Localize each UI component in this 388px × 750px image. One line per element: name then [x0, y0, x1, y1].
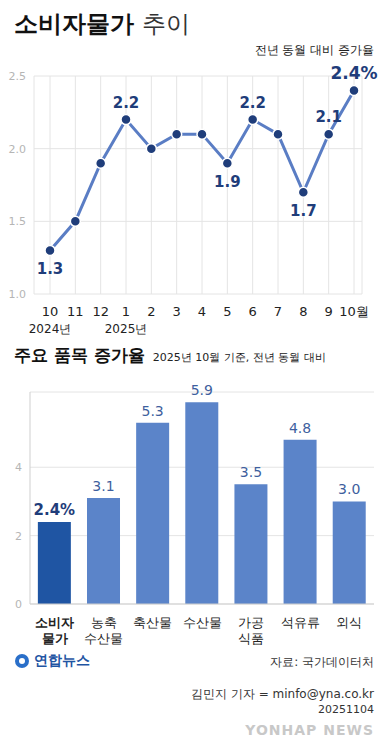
svg-text:1.5: 1.5	[9, 215, 27, 228]
svg-text:농축: 농축	[91, 615, 117, 630]
svg-text:1.9: 1.9	[214, 173, 241, 191]
svg-text:2.1: 2.1	[315, 108, 342, 126]
html-text:김민지 기자 = minfo@yna.co.kr: 김민지 기자 = minfo@yna.co.kr	[191, 687, 374, 701]
html-text:연합뉴스: 연합뉴스	[34, 652, 90, 668]
svg-text:2: 2	[147, 304, 155, 319]
svg-text:5: 5	[223, 304, 231, 319]
svg-text:축산물: 축산물	[133, 615, 172, 630]
svg-text:3.5: 3.5	[240, 464, 262, 480]
svg-text:수산물: 수산물	[183, 615, 222, 630]
svg-text:2.5: 2.5	[9, 70, 27, 83]
svg-text:11: 11	[67, 304, 84, 319]
svg-text:2.2: 2.2	[113, 94, 140, 112]
svg-text:10: 10	[42, 304, 59, 319]
svg-text:12: 12	[92, 304, 109, 319]
html-text:주요 품목 증가율: 주요 품목 증가율	[14, 345, 145, 365]
svg-text:1.7: 1.7	[290, 202, 317, 220]
svg-text:1: 1	[122, 304, 130, 319]
svg-text:8: 8	[299, 304, 307, 319]
svg-text:0: 0	[15, 598, 22, 611]
html-text:YONHAP NEWS: YONHAP NEWS	[245, 722, 374, 738]
svg-text:1.3: 1.3	[37, 260, 64, 278]
svg-text:6: 6	[249, 304, 257, 319]
svg-text:3: 3	[173, 304, 181, 319]
html-text:2025년 10월 기준, 전년 동월 대비: 2025년 10월 기준, 전년 동월 대비	[152, 351, 326, 364]
svg-text:2025년: 2025년	[105, 322, 148, 336]
html-text:전년 동월 대비 증가율: 전년 동월 대비 증가율	[254, 43, 374, 57]
svg-text:식품: 식품	[238, 631, 264, 646]
svg-text:2024년: 2024년	[29, 322, 72, 336]
svg-text:10월: 10월	[339, 304, 369, 319]
svg-text:석유류: 석유류	[281, 615, 320, 630]
svg-text:4: 4	[15, 461, 22, 474]
svg-text:5.9: 5.9	[191, 382, 213, 398]
svg-text:2.4%: 2.4%	[330, 63, 377, 83]
html-text:자료: 국가데이터처: 자료: 국가데이터처	[270, 655, 374, 669]
svg-text:1.0: 1.0	[9, 288, 27, 301]
svg-text:2: 2	[15, 530, 22, 543]
svg-text:소비자: 소비자	[35, 615, 74, 630]
html-text:20251104: 20251104	[318, 703, 374, 716]
svg-text:2.2: 2.2	[239, 94, 266, 112]
svg-text:7: 7	[274, 304, 282, 319]
svg-text:물가: 물가	[42, 631, 68, 646]
svg-text:외식: 외식	[336, 615, 362, 630]
svg-text:가공: 가공	[238, 615, 264, 630]
svg-text:수산물: 수산물	[84, 631, 123, 646]
html-text:소비자물가추이: 소비자물가추이	[14, 10, 190, 38]
svg-text:2.0: 2.0	[9, 143, 27, 156]
svg-text:9: 9	[325, 304, 333, 319]
svg-text:4: 4	[198, 304, 206, 319]
svg-text:2.4%: 2.4%	[34, 501, 76, 519]
svg-text:3.1: 3.1	[92, 478, 114, 494]
svg-text:3.0: 3.0	[338, 481, 360, 497]
svg-text:4.8: 4.8	[289, 420, 311, 436]
svg-text:5.3: 5.3	[142, 403, 164, 419]
